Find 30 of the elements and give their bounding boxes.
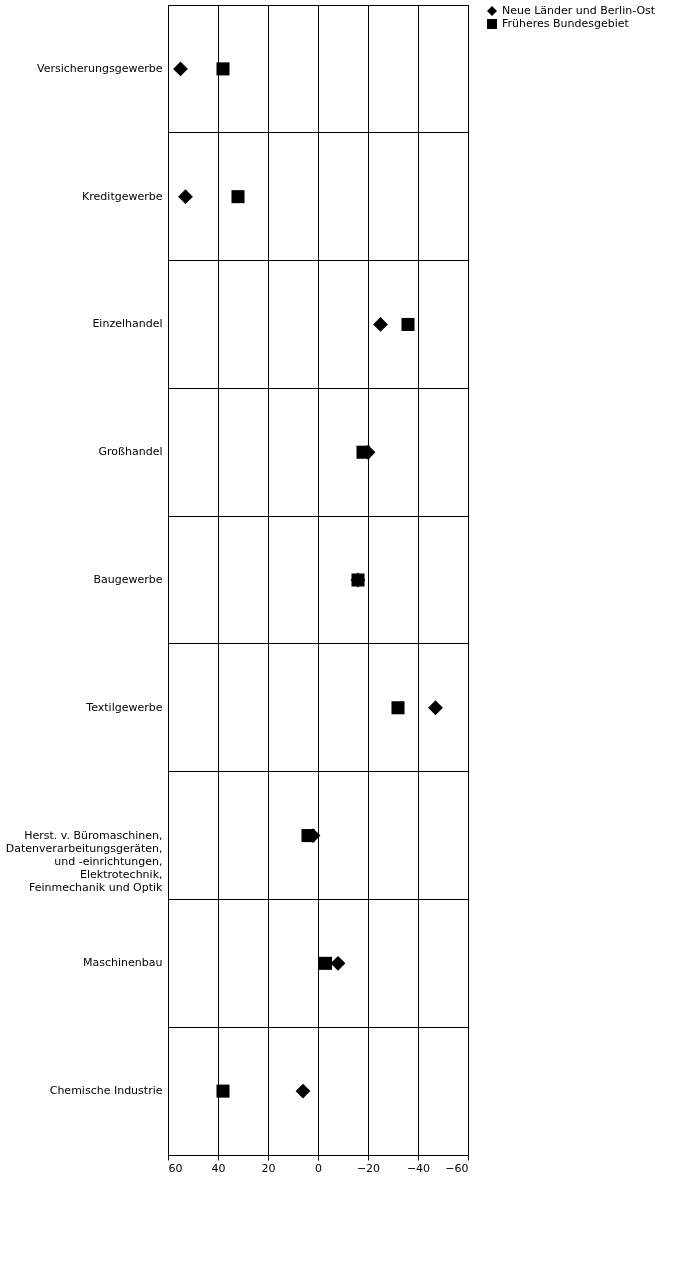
x-tick-label: −60 <box>445 1161 469 1175</box>
x-tick-label: 20 <box>261 1161 276 1175</box>
x-tick-label: 60 <box>168 1161 183 1175</box>
y-tick-label: Einzelhandel <box>92 317 163 331</box>
x-tick-label: 0 <box>315 1161 322 1175</box>
y-tick-label: Baugewerbe <box>93 573 163 586</box>
point <box>373 317 388 332</box>
point <box>318 956 333 970</box>
y-tick-label: Versicherungsgewerbe <box>36 61 163 75</box>
point <box>231 190 245 204</box>
x-tick-label: −40 <box>406 1161 431 1175</box>
legend-label: Neue Länder und Berlin-Ost <box>502 4 656 17</box>
point <box>428 700 443 716</box>
y-tick-label: Herst. v. Büromaschinen, Datenverarbeitungsgeräten, und -einrichtungen, Elektrotechnik, Feinmechanik und Optik <box>5 828 164 894</box>
x-tick-label: −20 <box>356 1161 381 1175</box>
point <box>178 189 193 205</box>
y-tick-label: Großhandel <box>98 445 163 459</box>
point <box>216 1084 230 1098</box>
point <box>173 61 188 77</box>
point <box>401 317 415 331</box>
y-tick-label: Maschinenbau <box>83 956 163 970</box>
point <box>216 62 230 76</box>
y-tick-label: Chemische Industrie <box>49 1084 163 1098</box>
point <box>330 955 346 971</box>
y-tick-label: Kreditgewerbe <box>82 189 163 203</box>
point <box>391 701 405 715</box>
legend-label: Früheres Bundesgebiet <box>502 17 630 30</box>
y-tick-label: Textilgewerbe <box>85 700 163 714</box>
point <box>295 1083 311 1099</box>
x-tick-label: 40 <box>211 1161 226 1175</box>
